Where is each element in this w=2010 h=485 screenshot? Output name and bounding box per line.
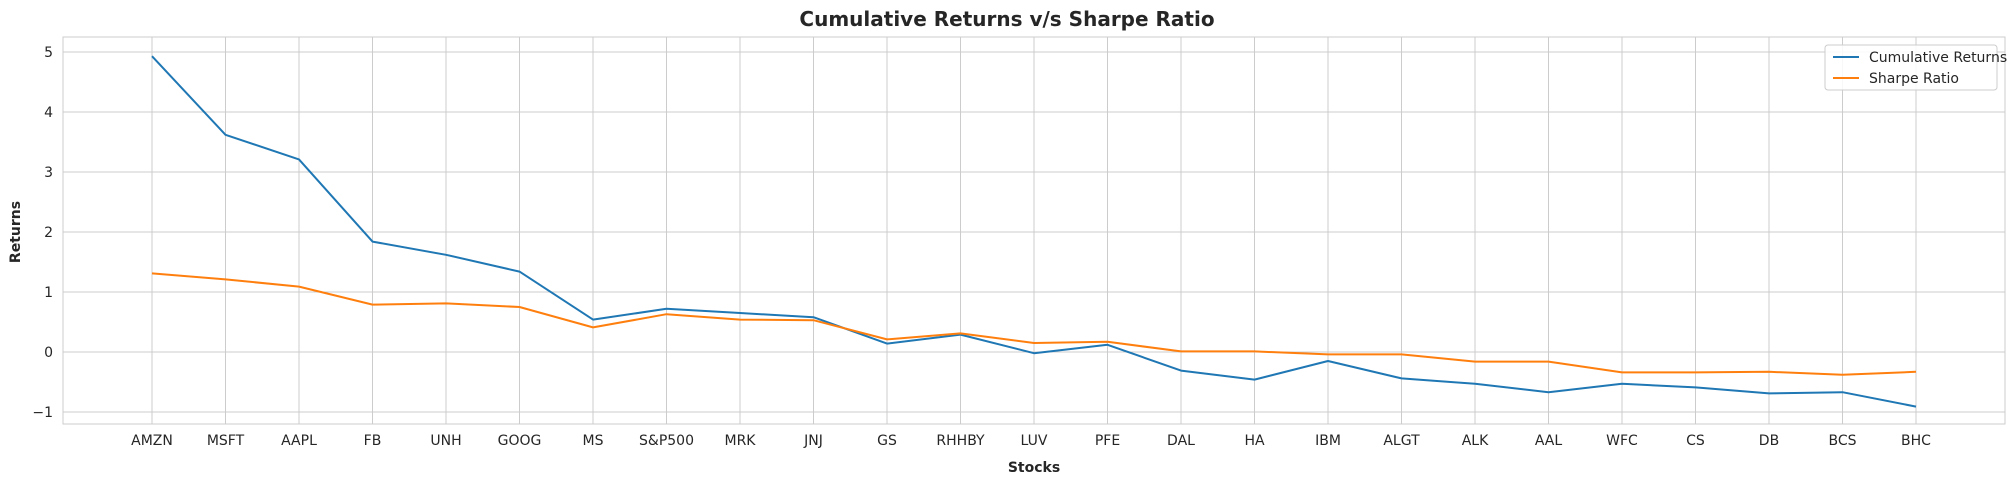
x-tick-label: IBM: [1315, 433, 1341, 449]
x-tick-label: AMZN: [131, 433, 173, 449]
sharpe-ratio-line: [151, 272, 1917, 376]
y-tick-label: 4: [44, 105, 53, 121]
x-tick-label: S&P500: [639, 433, 694, 449]
x-tick-label: AAPL: [281, 433, 317, 449]
x-tick-label: BCS: [1828, 433, 1856, 449]
x-tick-label: AAL: [1535, 433, 1563, 449]
x-axis-ticks: AMZN MSFT AAPL FB UNH GOOG MS S&P500 MRK JNJ GS RHH…: [131, 433, 1931, 449]
legend-label-cumulative-returns: Cumulative Returns: [1869, 50, 2007, 66]
x-tick-label: PFE: [1095, 433, 1120, 449]
x-tick-label: DAL: [1167, 433, 1195, 449]
x-tick-label: LUV: [1021, 433, 1048, 449]
x-tick-label: MS: [583, 433, 604, 449]
y-axis-label: Returns: [8, 201, 24, 263]
y-tick-label: −1: [32, 405, 53, 421]
legend-label-sharpe-ratio: Sharpe Ratio: [1869, 71, 1959, 87]
x-tick-label: DB: [1759, 433, 1779, 449]
x-tick-label: HA: [1244, 433, 1265, 449]
y-tick-label: 1: [44, 285, 53, 301]
x-tick-label: FB: [364, 433, 382, 449]
x-tick-label: ALGT: [1383, 433, 1420, 449]
grid-lines: [63, 37, 2005, 424]
x-axis-label: Stocks: [1008, 460, 1060, 476]
x-tick-label: GS: [877, 433, 897, 449]
y-tick-label: 2: [44, 225, 53, 241]
legend: Cumulative Returns Sharpe Ratio: [1824, 44, 2007, 91]
series-lines: [151, 55, 1917, 408]
x-tick-label: ALK: [1462, 433, 1489, 449]
x-tick-label: UNH: [430, 433, 461, 449]
x-tick-label: MSFT: [207, 433, 245, 449]
x-tick-label: BHC: [1901, 433, 1931, 449]
chart-title: Cumulative Returns v/s Sharpe Ratio: [799, 7, 1214, 31]
legend-box: [1824, 44, 1998, 91]
y-tick-label: 3: [44, 165, 53, 181]
y-tick-label: 5: [44, 45, 53, 61]
y-axis-ticks: −1 0 1 2 3 4 5: [32, 45, 53, 421]
x-tick-label: WFC: [1606, 433, 1638, 449]
x-tick-label: CS: [1686, 433, 1705, 449]
x-tick-label: MRK: [725, 433, 757, 449]
x-tick-label: RHHBY: [936, 433, 985, 449]
x-tick-label: JNJ: [803, 433, 823, 449]
x-tick-label: GOOG: [498, 433, 542, 449]
y-tick-label: 0: [44, 345, 53, 361]
cumulative-returns-line: [151, 55, 1917, 408]
